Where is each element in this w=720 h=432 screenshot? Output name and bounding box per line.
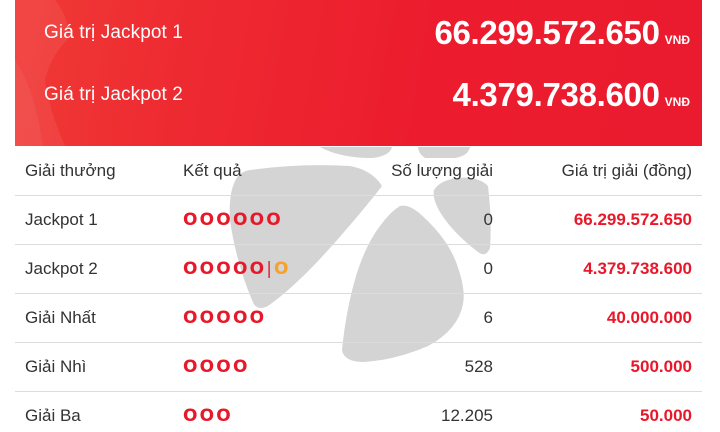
table-row: Jackpot 1 OOOOOO 0 66.299.572.650 xyxy=(15,195,702,245)
prize-value-text: 4.379.738.600 xyxy=(583,259,692,278)
prize-name: Jackpot 2 xyxy=(15,244,183,294)
special-separator: | xyxy=(266,259,272,279)
result-cell: OOOOO xyxy=(183,293,353,343)
special-ball: O xyxy=(274,259,291,279)
result-cell: OOO xyxy=(183,392,353,432)
prize-table: Giải thưởng Kết quả Số lượng giải Giá tr… xyxy=(15,147,702,432)
table-row: Giải Nhất OOOOO 6 40.000.000 xyxy=(15,293,702,343)
table-row: Giải Nhì OOOO 528 500.000 xyxy=(15,342,702,392)
result-balls: OOOOOO xyxy=(183,210,283,230)
prize-name: Giải Nhì xyxy=(15,342,183,392)
prize-value-text: 40.000.000 xyxy=(606,308,692,327)
jackpot-2-value: 4.379.738.600 xyxy=(452,76,660,113)
jackpot-2-row: Giá trị Jackpot 2 4.379.738.600 VNĐ xyxy=(15,76,702,116)
header-value: Giá trị giải (đồng) xyxy=(493,147,702,196)
result-balls: OOOO xyxy=(183,357,250,377)
header-count: Số lượng giải xyxy=(353,147,493,196)
jackpot-1-value: 66.299.572.650 xyxy=(434,14,660,51)
prize-value: 4.379.738.600 xyxy=(493,244,702,294)
winner-count: 528 xyxy=(353,342,493,392)
result-balls: OOOOO xyxy=(183,259,267,279)
prize-value-text: 50.000 xyxy=(640,406,692,425)
table-row: Giải Ba OOO 12.205 50.000 xyxy=(15,392,702,432)
jackpot-banner: Giá trị Jackpot 1 66.299.572.650 VNĐ Giá… xyxy=(15,0,702,146)
jackpot-1-unit: VNĐ xyxy=(664,33,690,47)
result-cell: OOOOOO xyxy=(183,195,353,245)
winner-count: 0 xyxy=(353,195,493,245)
jackpot-1-label: Giá trị Jackpot 1 xyxy=(44,22,183,43)
table-header-row: Giải thưởng Kết quả Số lượng giải Giá tr… xyxy=(15,147,702,196)
winner-count: 0 xyxy=(353,244,493,294)
prize-value: 40.000.000 xyxy=(493,293,702,343)
prize-name: Jackpot 1 xyxy=(15,195,183,245)
header-prize: Giải thưởng xyxy=(15,147,183,196)
winner-count: 12.205 xyxy=(441,406,493,425)
table-row: Jackpot 2 OOOOO| O 0 4.379.738.600 xyxy=(15,244,702,294)
prize-value: 66.299.572.650 xyxy=(493,195,702,245)
result-balls: OOOOO xyxy=(183,308,267,328)
winner-count: 6 xyxy=(353,293,493,343)
jackpot-1-row: Giá trị Jackpot 1 66.299.572.650 VNĐ xyxy=(15,14,702,54)
jackpot-2-label: Giá trị Jackpot 2 xyxy=(44,84,183,105)
header-result: Kết quả xyxy=(183,147,353,196)
prize-name: Giải Nhất xyxy=(15,293,183,343)
prize-value-text: 66.299.572.650 xyxy=(573,210,692,229)
result-balls: OOO xyxy=(183,406,233,426)
result-cell: OOOO xyxy=(183,342,353,392)
jackpot-2-unit: VNĐ xyxy=(664,95,690,109)
prize-name: Giải Ba xyxy=(25,406,81,425)
prize-value: 50.000 xyxy=(493,392,702,432)
prize-value-text: 500.000 xyxy=(630,357,692,376)
result-cell: OOOOO| O xyxy=(183,244,353,294)
prize-value: 500.000 xyxy=(493,342,702,392)
